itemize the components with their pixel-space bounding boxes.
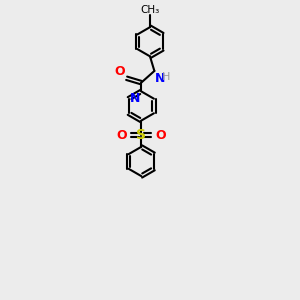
Text: N: N (155, 72, 166, 85)
Text: CH₃: CH₃ (140, 5, 160, 15)
Text: S: S (136, 128, 146, 142)
Text: O: O (155, 129, 166, 142)
Text: O: O (117, 129, 128, 142)
Text: O: O (114, 64, 125, 77)
Text: N: N (130, 92, 141, 105)
Text: H: H (161, 72, 170, 82)
